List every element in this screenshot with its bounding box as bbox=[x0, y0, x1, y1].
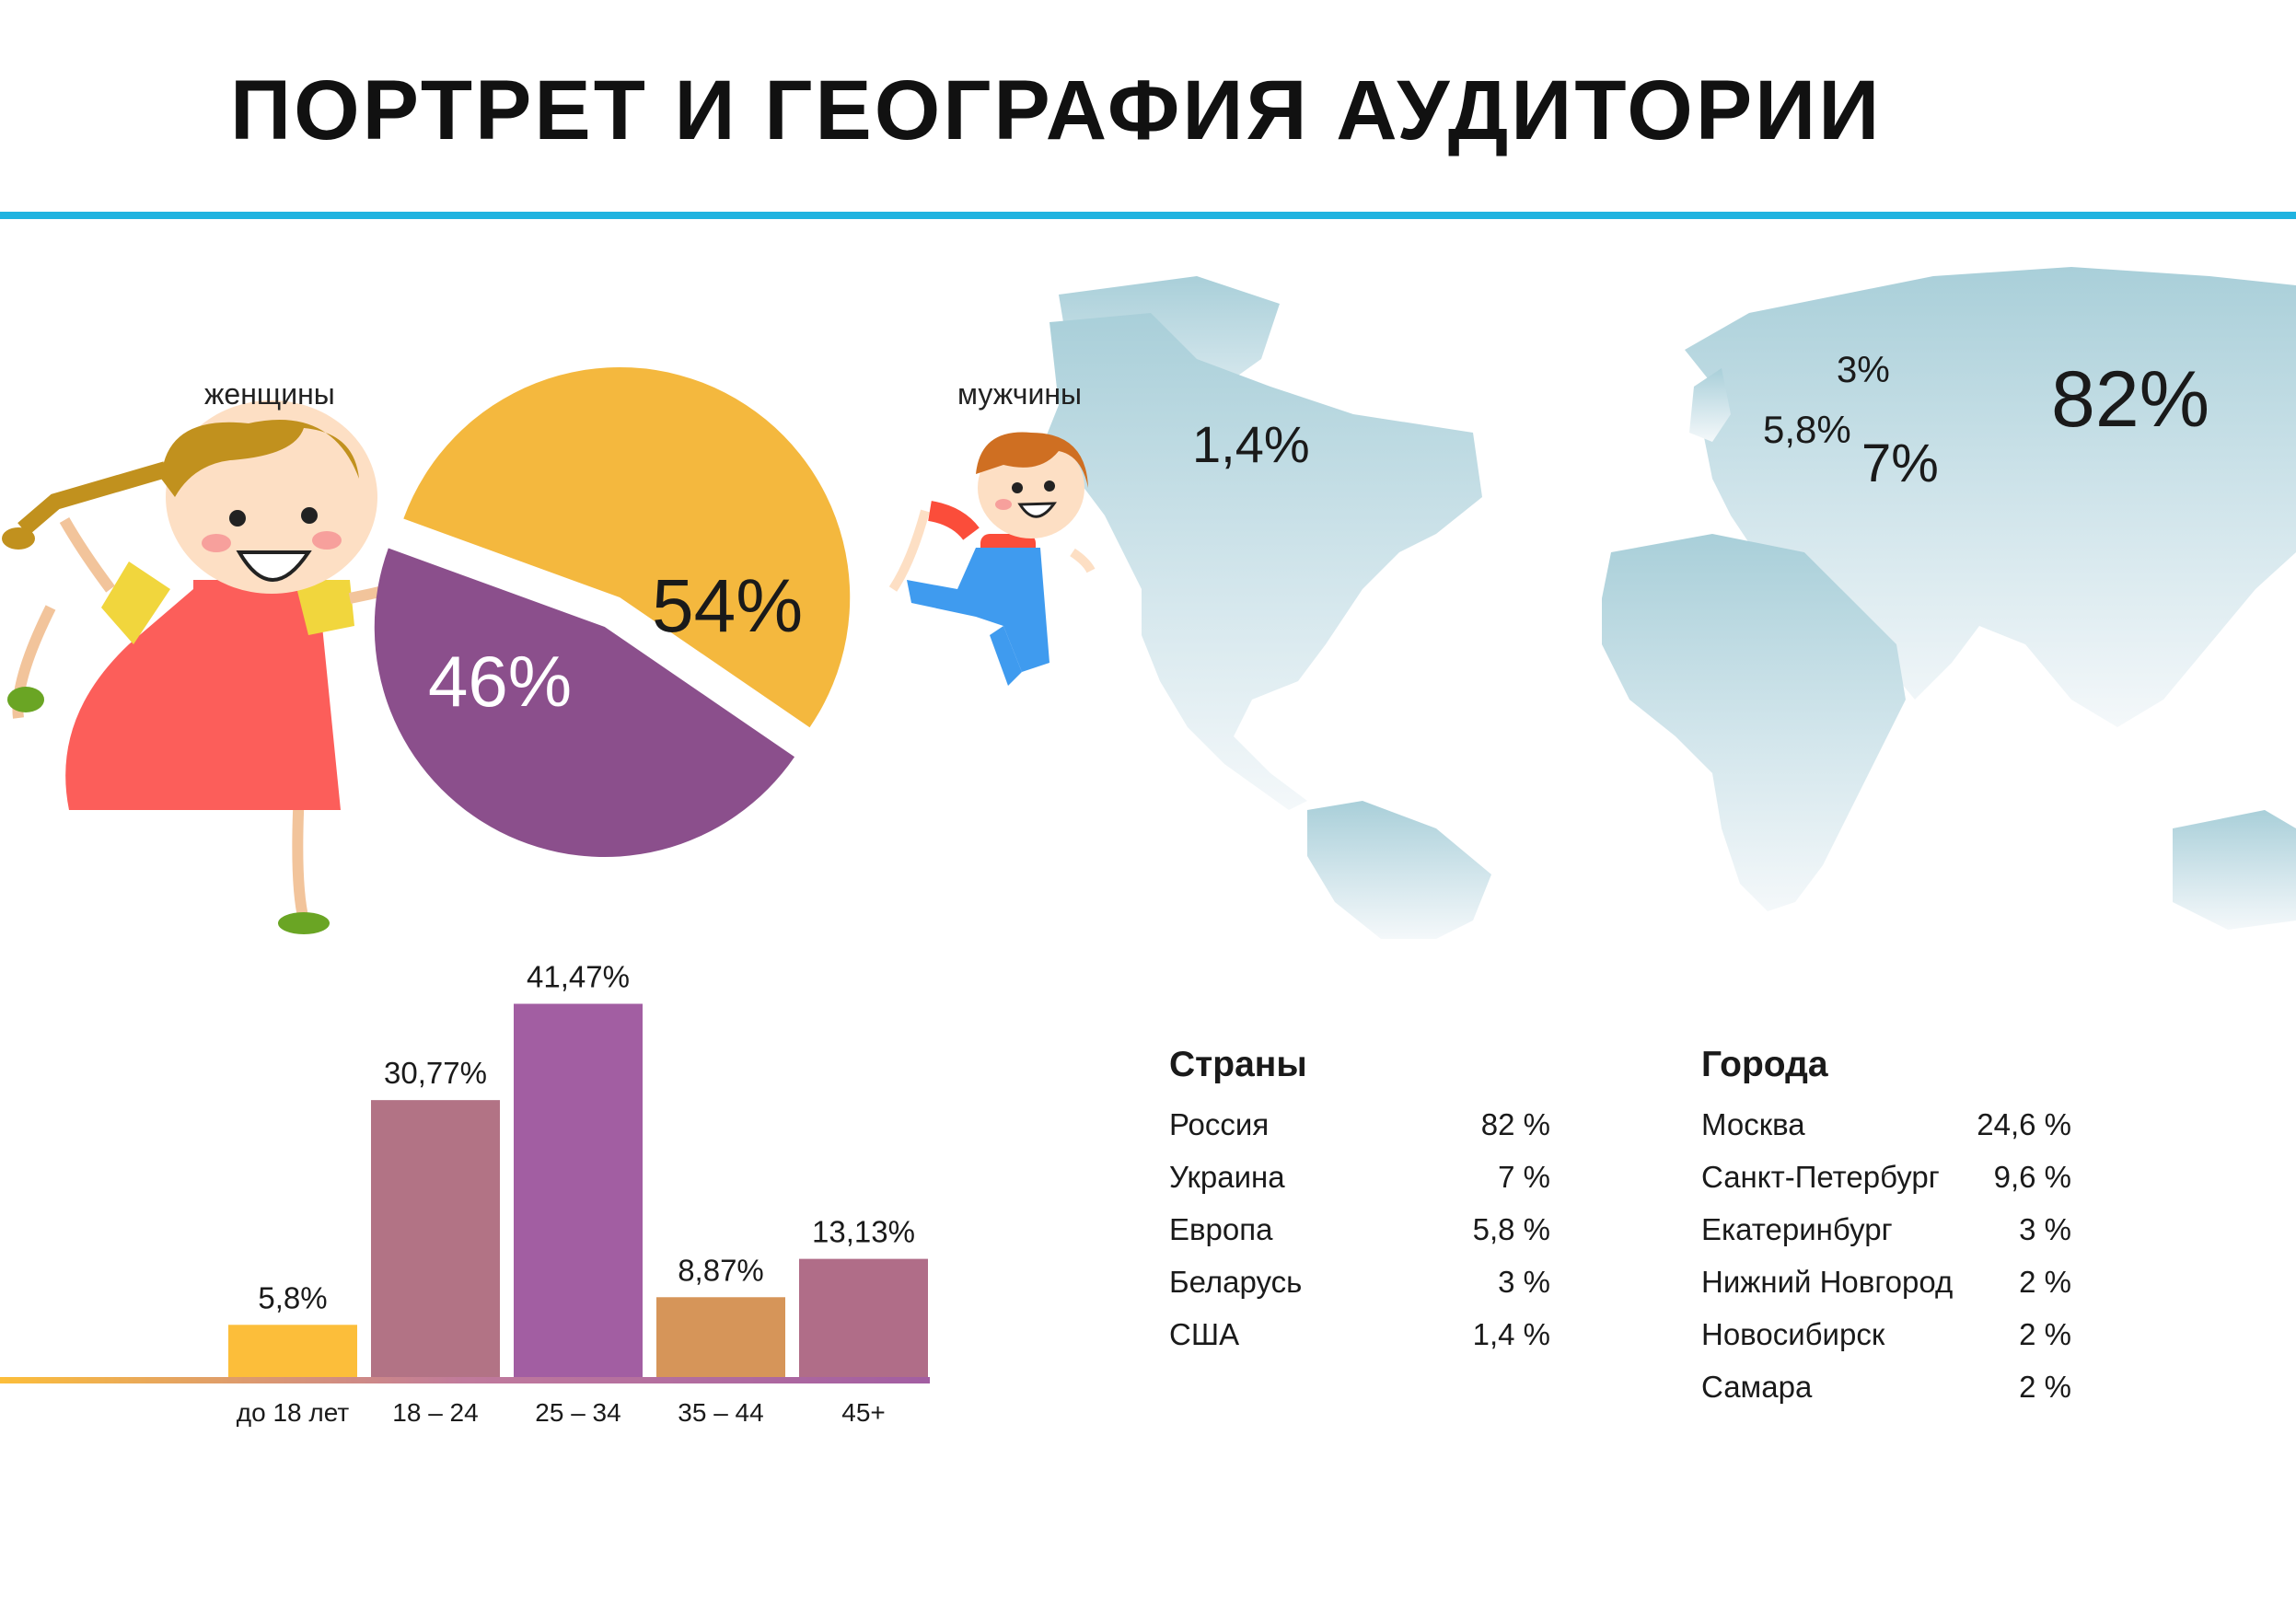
table-row: Беларусь 3 % bbox=[1169, 1256, 1550, 1308]
map-label-europe: 5,8% bbox=[1763, 408, 1851, 451]
map-label-usa: 1,4% bbox=[1192, 415, 1310, 473]
men-label: мужчины bbox=[957, 377, 1082, 411]
city-value: 2 % bbox=[2019, 1317, 2071, 1351]
table-row: Европа 5,8 % bbox=[1169, 1203, 1550, 1256]
map-label-ukraine: 7% bbox=[1861, 434, 1939, 493]
city-value: 2 % bbox=[2019, 1265, 2071, 1299]
bar-category-label: до 18 лет bbox=[237, 1398, 350, 1427]
bar-2 bbox=[514, 1003, 643, 1377]
bar-1 bbox=[371, 1100, 500, 1377]
countries-table: Страны Россия 82 % Украина 7 % Европа 5,8 %… bbox=[1169, 1045, 1550, 1360]
eurasia-shape bbox=[1685, 267, 2296, 727]
country-name: Украина bbox=[1169, 1160, 1285, 1194]
table-row: Нижний Новгород 2 % bbox=[1701, 1256, 2071, 1308]
countries-heading: Страны bbox=[1169, 1045, 1307, 1084]
page-title: ПОРТРЕТ И ГЕОГРАФИЯ АУДИТОРИИ bbox=[230, 64, 1883, 157]
city-value: 24,6 % bbox=[1977, 1107, 2071, 1141]
table-row: Россия 82 % bbox=[1169, 1098, 1550, 1151]
city-value: 2 % bbox=[2019, 1370, 2071, 1404]
women-label: женщины bbox=[204, 377, 335, 411]
uk-shape bbox=[1689, 368, 1731, 442]
map-label-belarus: 3% bbox=[1837, 350, 1890, 390]
map-label-russia: 82% bbox=[2051, 355, 2210, 444]
australia-shape bbox=[2173, 810, 2296, 930]
city-name: Новосибирск bbox=[1701, 1317, 1885, 1351]
city-name: Москва bbox=[1701, 1107, 1805, 1141]
girl-illustration bbox=[2, 400, 444, 934]
table-row: Новосибирск 2 % bbox=[1701, 1308, 2071, 1360]
country-name: Беларусь bbox=[1169, 1265, 1303, 1299]
bar-category-label: 25 – 34 bbox=[535, 1398, 620, 1427]
pie-slice-women bbox=[374, 548, 795, 858]
table-row: США 1,4 % bbox=[1169, 1308, 1550, 1360]
bar-category-label: 35 – 44 bbox=[678, 1398, 763, 1427]
table-row: Санкт-Петербург 9,6 % bbox=[1701, 1151, 2071, 1203]
age-bar-chart: 5,8% до 18 лет 30,77% 18 – 24 41,47% 25 – 34 8… bbox=[0, 960, 930, 1427]
world-map bbox=[1040, 267, 2296, 939]
bar-value-label: 41,47% bbox=[527, 960, 630, 994]
bar-0 bbox=[228, 1325, 357, 1377]
table-row: Москва 24,6 % bbox=[1701, 1098, 2071, 1151]
city-name: Санкт-Петербург bbox=[1701, 1160, 1940, 1194]
city-value: 9,6 % bbox=[1993, 1160, 2071, 1194]
pie-label-women: 46% bbox=[428, 641, 573, 722]
country-value: 7 % bbox=[1498, 1160, 1550, 1194]
bar-4 bbox=[799, 1258, 928, 1377]
country-name: Европа bbox=[1169, 1212, 1273, 1246]
city-name: Нижний Новгород bbox=[1701, 1265, 1954, 1299]
title-underline bbox=[0, 212, 2296, 219]
table-row: Самара 2 % bbox=[1701, 1360, 2071, 1413]
bar-category-label: 45+ bbox=[841, 1398, 886, 1427]
cities-heading: Города bbox=[1701, 1045, 1828, 1084]
table-row: Екатеринбург 3 % bbox=[1701, 1203, 2071, 1256]
bar-baseline bbox=[0, 1377, 930, 1383]
south-america-shape bbox=[1307, 801, 1491, 939]
country-value: 5,8 % bbox=[1472, 1212, 1550, 1246]
cities-table: Города Москва 24,6 % Санкт-Петербург 9,6 %… bbox=[1701, 1045, 2071, 1413]
gender-pie-chart bbox=[374, 366, 851, 858]
country-value: 1,4 % bbox=[1472, 1317, 1550, 1351]
bar-3 bbox=[656, 1297, 785, 1377]
country-name: Россия bbox=[1169, 1107, 1270, 1141]
bar-value-label: 5,8% bbox=[258, 1280, 327, 1314]
table-row: Украина 7 % bbox=[1169, 1151, 1550, 1203]
country-value: 3 % bbox=[1498, 1265, 1550, 1299]
pie-slice-men bbox=[403, 366, 851, 728]
bar-value-label: 8,87% bbox=[678, 1253, 764, 1287]
pie-label-men: 54% bbox=[652, 564, 804, 648]
north-america-shape bbox=[1040, 313, 1482, 810]
boy-illustration bbox=[888, 432, 1096, 686]
country-name: США bbox=[1169, 1317, 1240, 1351]
city-value: 3 % bbox=[2019, 1212, 2071, 1246]
country-value: 82 % bbox=[1480, 1107, 1550, 1141]
bar-value-label: 30,77% bbox=[384, 1056, 487, 1090]
city-name: Екатеринбург bbox=[1701, 1212, 1893, 1246]
bar-category-label: 18 – 24 bbox=[392, 1398, 478, 1427]
city-name: Самара bbox=[1701, 1370, 1813, 1404]
bar-value-label: 13,13% bbox=[812, 1215, 915, 1249]
africa-shape bbox=[1602, 534, 1906, 911]
